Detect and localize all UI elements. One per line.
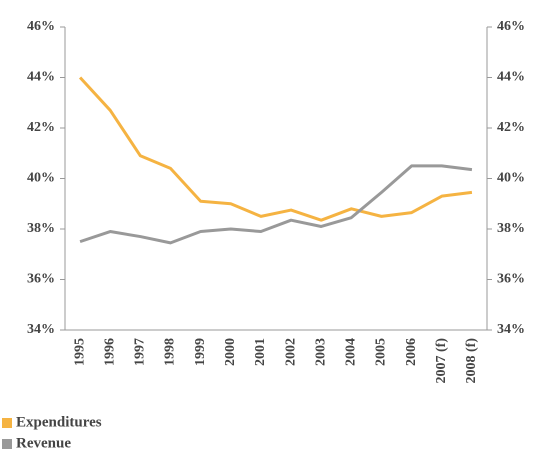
y-tick-label: 34%	[27, 322, 55, 337]
legend-text: Expenditures	[16, 414, 102, 430]
y-tick-label: 44%	[27, 70, 55, 85]
y-tick-label: 42%	[27, 120, 55, 135]
series-line	[78, 76, 473, 222]
x-tick-label: 1998	[163, 338, 178, 366]
x-tick-label: 2001	[253, 338, 268, 366]
y-tick-label: 46%	[27, 19, 55, 34]
y2-tick-label: 46%	[497, 19, 525, 34]
y2-tick-label: 44%	[497, 70, 525, 85]
x-tick-label: 2008 (f)	[464, 338, 479, 384]
x-tick-label: 2006	[404, 338, 419, 366]
y-tick-label: 36%	[27, 272, 55, 287]
x-tick-label: 2005	[374, 338, 389, 366]
x-tick-label: 2002	[283, 338, 298, 366]
y2-tick-label: 40%	[497, 171, 525, 186]
x-tick-label: 2003	[313, 338, 328, 366]
x-tick-label: 1996	[102, 338, 117, 366]
y-tick-label: 38%	[27, 221, 55, 236]
legend-swatch	[2, 439, 12, 449]
legend-text: Revenue	[16, 435, 71, 451]
x-tick-label: 1997	[133, 338, 148, 366]
legend-swatch	[2, 418, 12, 428]
y2-tick-label: 38%	[497, 221, 525, 236]
y2-tick-label: 34%	[497, 322, 525, 337]
series-line	[79, 164, 473, 245]
x-tick-label: 2004	[344, 338, 359, 366]
x-tick-label: 2000	[223, 338, 238, 366]
x-tick-label: 1995	[72, 338, 87, 366]
y-tick-label: 40%	[27, 171, 55, 186]
y2-tick-label: 42%	[497, 120, 525, 135]
x-tick-label: 1999	[193, 338, 208, 366]
x-tick-label: 2007 (f)	[434, 338, 449, 384]
y2-tick-label: 36%	[497, 272, 525, 287]
